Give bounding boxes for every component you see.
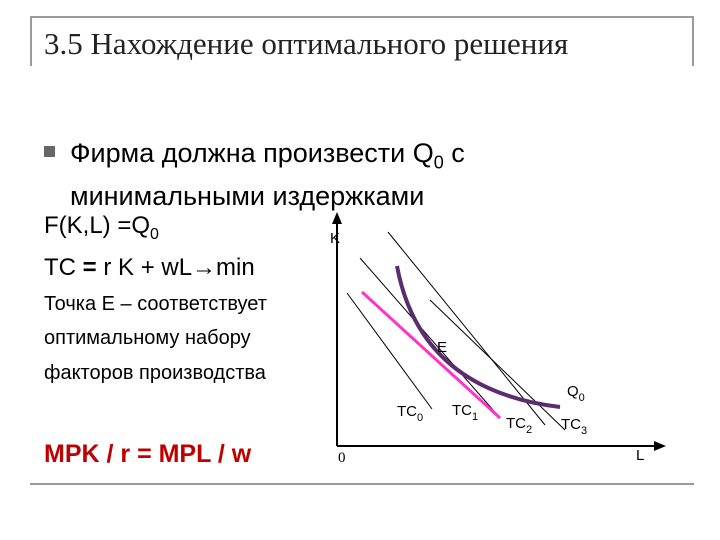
isocost-line-tc3 — [429, 299, 566, 431]
isocost-label-tc3: TC3 — [561, 416, 587, 437]
y-axis-arrow — [332, 212, 342, 224]
frame-right-border — [692, 16, 694, 66]
slide-title: 3.5 Нахождение оптимального решения — [44, 26, 569, 61]
isocost-line-tc2 — [387, 231, 546, 426]
tangent-isocost-line — [360, 290, 502, 420]
bullet-text: Фирма должна произвести Q0 с минимальным… — [70, 138, 465, 212]
optimality-formula: MPK / r = MPL / w — [44, 440, 252, 468]
frame-bottom-border — [30, 483, 694, 485]
isoquant-curve — [395, 265, 561, 409]
isocost-label-tc1: TC1 — [452, 402, 478, 423]
description-line-3: факторов производства — [44, 362, 266, 384]
bullet-square-icon — [44, 146, 55, 157]
description-line-1: Точка Е – соответствует — [44, 293, 267, 315]
isocost-label-tc0: TC0 — [397, 403, 423, 424]
isocost-label-tc2: TC2 — [506, 415, 532, 436]
isoquant-label: Q0 — [567, 383, 585, 404]
frame-top-border — [30, 16, 694, 18]
x-axis-arrow — [654, 441, 666, 451]
axis-x-label: L — [636, 447, 644, 464]
production-function: F(K,L) =Q0 — [44, 212, 159, 243]
point-e-label: E — [437, 339, 447, 356]
origin-label: 0 — [338, 450, 346, 466]
isocost-line-tc1 — [359, 257, 501, 419]
isocost-line-tc0 — [346, 292, 433, 410]
cost-function: TC = r K + wL→min — [44, 254, 255, 281]
frame-left-border — [30, 16, 32, 66]
description-line-2: оптимальному набору — [44, 327, 251, 349]
axis-y-label: K — [330, 230, 340, 247]
